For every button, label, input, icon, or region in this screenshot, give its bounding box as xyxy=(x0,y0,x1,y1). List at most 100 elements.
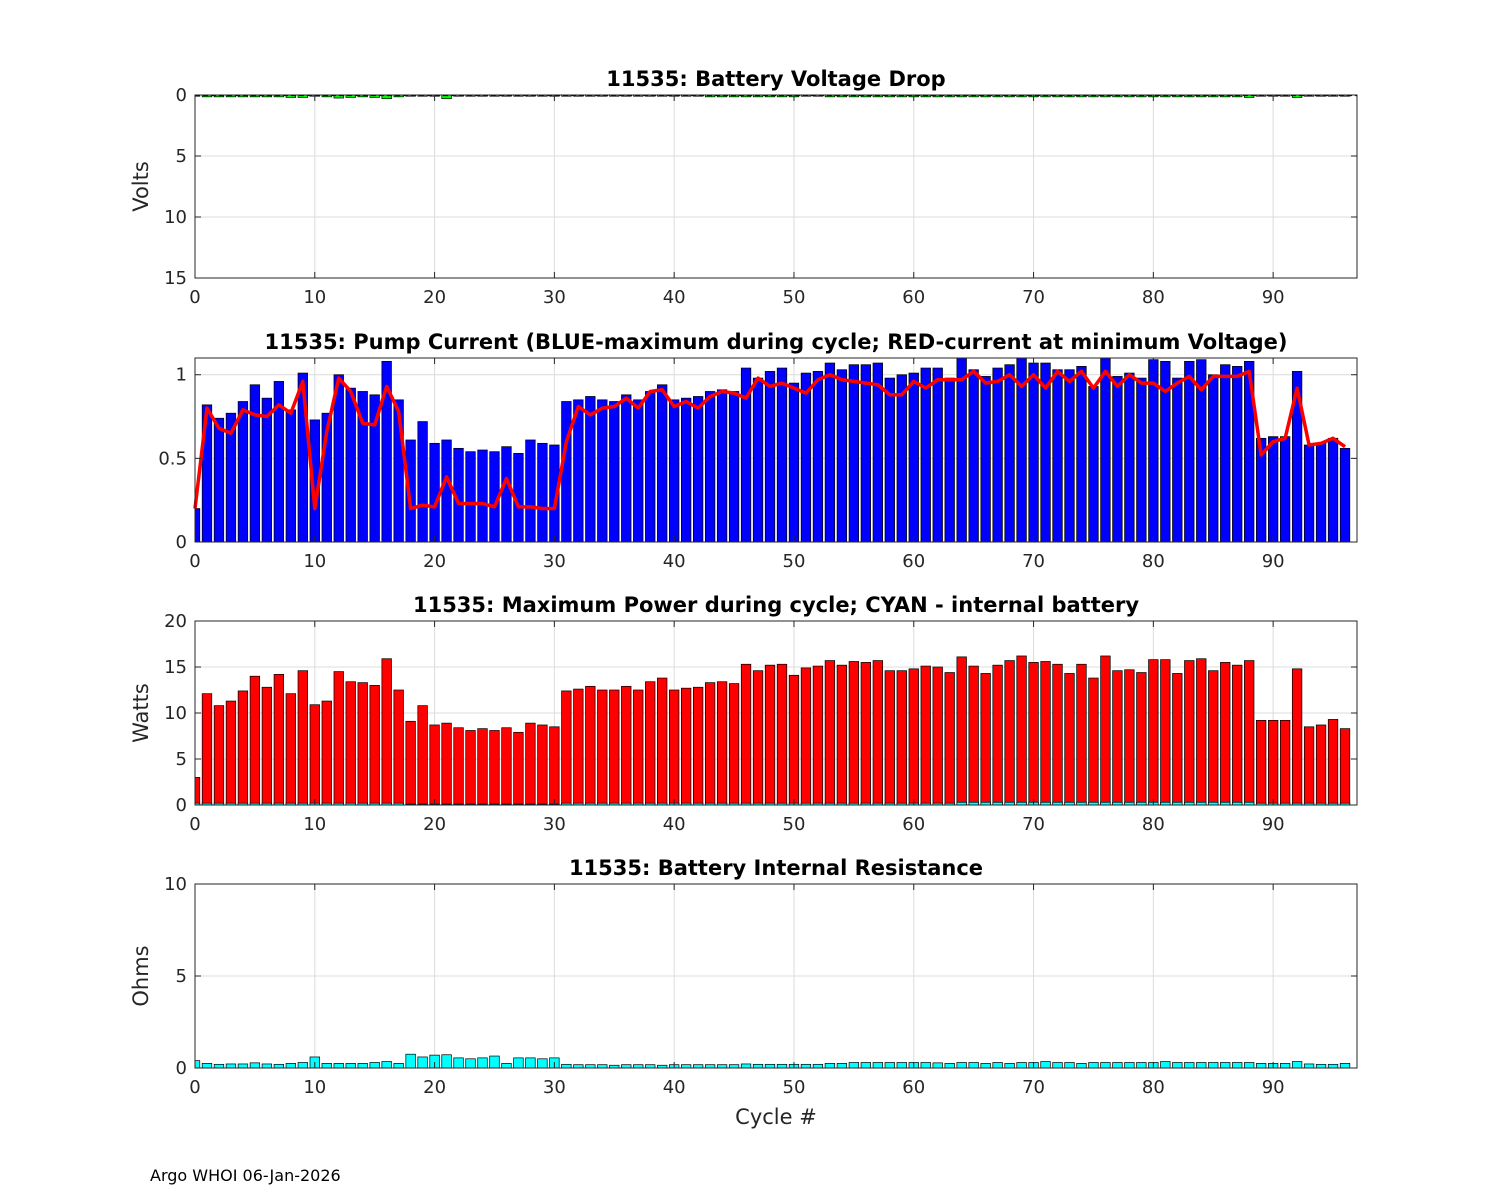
bar-s0-94 xyxy=(1315,724,1327,806)
bar-s0-93 xyxy=(1303,726,1315,806)
bar-s0-64 xyxy=(956,656,967,806)
bar-s0-36 xyxy=(621,685,632,806)
bar-s0-19 xyxy=(417,421,428,543)
bar-s0-85 xyxy=(1208,1062,1219,1069)
y-tick-label: 10 xyxy=(164,874,187,895)
bar-s0-82 xyxy=(1172,673,1183,806)
bar-s0-2 xyxy=(213,705,225,806)
bar-s0-24 xyxy=(477,449,488,543)
bar-s0-73 xyxy=(1064,1062,1075,1069)
bar-s0-53 xyxy=(824,362,836,543)
x-tick-label: 70 xyxy=(1022,1077,1045,1098)
x-tick-label: 0 xyxy=(189,287,200,308)
bar-s0-80 xyxy=(1148,659,1159,806)
bar-s0-8 xyxy=(285,409,296,543)
bar-s0-54 xyxy=(836,369,848,543)
bar-s0-31 xyxy=(561,1063,572,1069)
bar-s0-74 xyxy=(1076,366,1087,543)
bar-s0-92 xyxy=(1291,1061,1303,1069)
x-tick-label: 20 xyxy=(423,1077,446,1098)
bar-s0-64 xyxy=(956,1062,967,1069)
bar-s0-4 xyxy=(237,1063,249,1069)
bar-s0-43 xyxy=(704,391,716,543)
bar-s0-87 xyxy=(1232,1062,1243,1069)
bar-s0-13 xyxy=(345,1063,356,1069)
bar-s0-54 xyxy=(836,664,848,806)
bar-s0-15 xyxy=(369,1062,380,1069)
bar-s0-52 xyxy=(812,665,824,806)
x-tick-label: 50 xyxy=(783,551,806,572)
bar-s0-96 xyxy=(1339,1063,1351,1069)
bar-s0-23 xyxy=(465,451,476,543)
bar-s0-40 xyxy=(669,399,680,543)
bar-s0-62 xyxy=(932,367,943,543)
x-tick-label: 50 xyxy=(783,814,806,835)
bar-s0-77 xyxy=(1112,670,1123,806)
x-tick-label: 40 xyxy=(663,287,686,308)
bar-s0-72 xyxy=(1052,1062,1063,1069)
bar-s0-72 xyxy=(1052,663,1063,806)
bar-s0-13 xyxy=(345,681,356,806)
bar-s0-12 xyxy=(333,1063,344,1069)
bar-s0-12 xyxy=(333,671,344,806)
bar-s0-78 xyxy=(1124,1062,1135,1069)
x-tick-label: 90 xyxy=(1262,551,1285,572)
x-tick-label: 60 xyxy=(902,814,925,835)
bar-s0-87 xyxy=(1232,366,1243,543)
bar-s0-49 xyxy=(776,367,788,543)
bar-s0-71 xyxy=(1040,1061,1051,1069)
bar-s0-16 xyxy=(381,658,392,806)
plot-area xyxy=(195,95,1357,278)
y-axis-label: Volts xyxy=(129,161,153,212)
bar-s0-58 xyxy=(884,1062,895,1069)
bar-s0-62 xyxy=(932,1062,943,1069)
bar-s0-39 xyxy=(657,677,668,806)
bar-s0-21 xyxy=(441,439,452,543)
bar-s0-84 xyxy=(1196,1062,1207,1069)
bar-s0-62 xyxy=(932,666,943,806)
x-tick-label: 40 xyxy=(663,551,686,572)
y-tick-label: 10 xyxy=(164,207,187,228)
bar-s0-22 xyxy=(453,1057,464,1069)
x-tick-label: 10 xyxy=(303,814,326,835)
bar-s0-27 xyxy=(513,731,524,806)
bar-s0-45 xyxy=(728,683,740,806)
bar-s0-41 xyxy=(681,687,692,806)
bar-s0-26 xyxy=(501,727,512,806)
bar-s0-55 xyxy=(848,661,860,806)
bar-s0-59 xyxy=(896,670,907,806)
bar-s0-51 xyxy=(800,372,812,543)
bar-s0-53 xyxy=(824,660,836,806)
x-tick-label: 70 xyxy=(1022,814,1045,835)
bar-s0-55 xyxy=(848,1062,860,1069)
bar-s0-88 xyxy=(1244,660,1255,806)
y-tick-label: 5 xyxy=(176,146,187,167)
bar-s0-23 xyxy=(465,1058,476,1069)
bar-s0-20 xyxy=(429,724,440,806)
bar-s0-71 xyxy=(1040,661,1051,806)
bar-s0-44 xyxy=(716,389,728,543)
y-tick-label: 0 xyxy=(176,795,187,816)
bar-s0-59 xyxy=(896,1062,907,1069)
bar-s0-25 xyxy=(489,730,500,806)
bar-s0-51 xyxy=(800,667,812,806)
bar-s0-76 xyxy=(1100,357,1111,543)
bar-s0-5 xyxy=(249,384,261,543)
bar-s0-33 xyxy=(585,396,596,543)
bar-s0-19 xyxy=(417,705,428,806)
bar-s0-25 xyxy=(489,1055,500,1069)
y-axis-label: Ohms xyxy=(129,945,153,1006)
bar-s0-47 xyxy=(752,1063,764,1069)
bar-s0-40 xyxy=(669,689,680,806)
bar-s0-93 xyxy=(1303,1063,1315,1069)
x-tick-label: 90 xyxy=(1262,814,1285,835)
bar-s0-75 xyxy=(1088,386,1099,543)
bar-s0-76 xyxy=(1100,1062,1111,1069)
bar-s0-10 xyxy=(309,704,320,806)
bar-s0-8 xyxy=(285,1063,296,1069)
bar-s0-0 xyxy=(194,1060,201,1069)
x-axis-label: Cycle # xyxy=(735,1105,817,1129)
bar-s0-59 xyxy=(896,374,907,543)
bar-s0-67 xyxy=(992,367,1003,543)
bar-s0-17 xyxy=(393,1063,404,1069)
